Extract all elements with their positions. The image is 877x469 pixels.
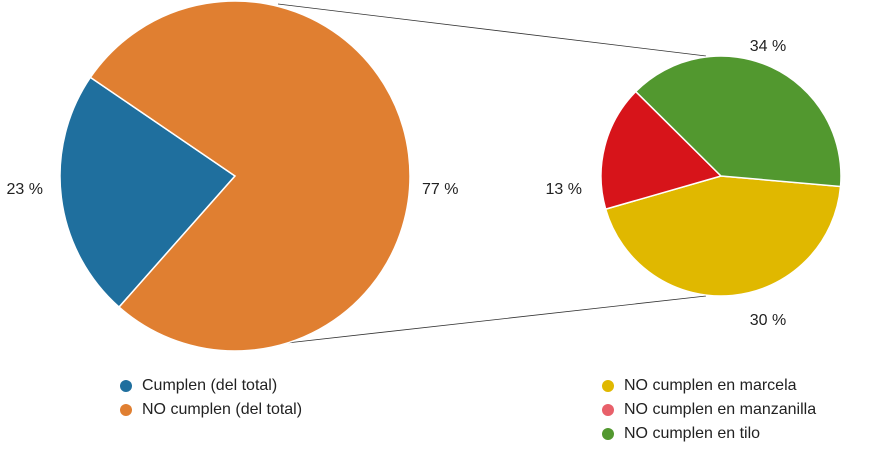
legend-main: Cumplen (del total) NO cumplen (del tota… — [120, 374, 302, 422]
slice-label-cumplen: 23 % — [7, 181, 43, 198]
slice-label-manzanilla: 13 % — [546, 181, 582, 198]
main-pie-labels: 23 % 77 % — [7, 181, 459, 198]
main-slice-no-cumplen-del-total — [89, 0, 411, 352]
legend-label-cumplen: Cumplen (del total) — [142, 377, 278, 394]
legend-breakdown: NO cumplen en marcela NO cumplen en manz… — [602, 374, 816, 446]
breakdown-pie-labels: 34 % 13 % 30 % — [546, 38, 787, 329]
legend-item-marcela: NO cumplen en marcela — [602, 374, 816, 398]
legend-label-tilo: NO cumplen en tilo — [624, 425, 761, 442]
legend-swatch-cumplen — [120, 380, 132, 392]
legend-item-manzanilla: NO cumplen en manzanilla — [602, 398, 816, 422]
legend-swatch-tilo — [602, 428, 614, 440]
legend-swatch-no-cumplen — [120, 404, 132, 416]
legend-label-manzanilla: NO cumplen en manzanilla — [624, 401, 817, 418]
breakdown-slice-no-cumplen-en-tilo — [634, 55, 842, 188]
slice-label-tilo: 30 % — [750, 312, 786, 329]
legend-item-no-cumplen: NO cumplen (del total) — [120, 398, 302, 422]
legend-item-cumplen: Cumplen (del total) — [120, 374, 302, 398]
legend-label-no-cumplen: NO cumplen (del total) — [142, 401, 303, 418]
legend-item-tilo: NO cumplen en tilo — [602, 422, 816, 446]
slice-label-marcela: 34 % — [750, 38, 786, 55]
breakdown-pie — [600, 55, 842, 297]
legend-label-marcela: NO cumplen en marcela — [624, 377, 797, 394]
legend-swatch-manzanilla — [602, 404, 614, 416]
main-pie — [59, 0, 411, 352]
connector-line-top — [277, 3, 707, 57]
breakdown-slice-no-cumplen-en-manzanilla — [600, 90, 723, 211]
legend-swatch-marcela — [602, 380, 614, 392]
main-slice-cumplen-del-total — [59, 76, 237, 309]
connector-lines — [277, 3, 707, 345]
slice-label-no-cumplen: 77 % — [422, 181, 458, 198]
breakdown-slice-no-cumplen-en-marcela — [604, 175, 842, 297]
connector-line-bottom — [277, 295, 707, 345]
